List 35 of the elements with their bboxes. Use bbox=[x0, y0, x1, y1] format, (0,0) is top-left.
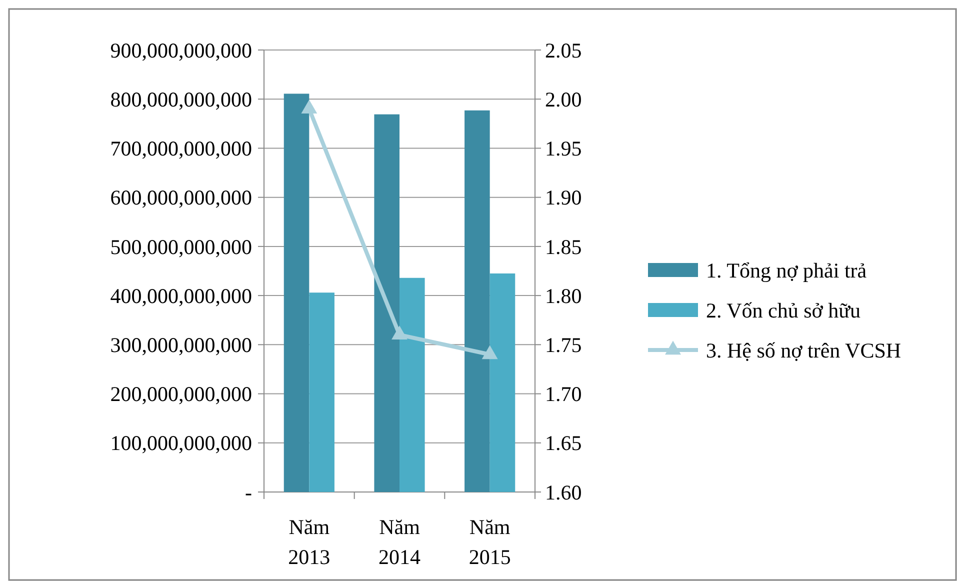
y-tick-label: 900,000,000,000 bbox=[110, 38, 252, 62]
x-tick-label: Năm 2013 bbox=[288, 515, 330, 569]
bar bbox=[284, 94, 310, 492]
point bbox=[301, 100, 318, 114]
y2-tick-label: 1.60 bbox=[545, 480, 582, 504]
bar bbox=[464, 110, 490, 492]
bar bbox=[374, 114, 400, 492]
x-tick-label: Năm 2014 bbox=[378, 515, 421, 569]
y2-tick-label: 1.80 bbox=[545, 284, 582, 308]
y-tick-label: 200,000,000,000 bbox=[110, 382, 252, 406]
y2-tick-label: 1.95 bbox=[545, 136, 582, 161]
y2-tick-label: 1.70 bbox=[545, 382, 582, 406]
legend-label: 1. Tổng nợ phải trả bbox=[706, 258, 868, 282]
legend-label: 2. Vốn chủ sở hữu bbox=[706, 298, 862, 322]
y-tick-label: 800,000,000,000 bbox=[110, 87, 252, 112]
y-tick-label: 700,000,000,000 bbox=[110, 136, 252, 161]
y-tick-label: 600,000,000,000 bbox=[110, 186, 252, 210]
y-tick-label: 500,000,000,000 bbox=[110, 234, 252, 259]
point bbox=[482, 345, 498, 360]
bar bbox=[400, 278, 425, 492]
x-tick-label: Năm 2015 bbox=[468, 515, 511, 569]
y2-tick-label: 1.65 bbox=[545, 431, 582, 456]
point bbox=[392, 326, 408, 340]
bar bbox=[309, 292, 334, 492]
y2-tick-label: 2.05 bbox=[545, 38, 582, 62]
y-tick-label: 400,000,000,000 bbox=[110, 284, 252, 308]
y2-tick-label: 1.85 bbox=[545, 234, 582, 259]
y-tick-label: 100,000,000,000 bbox=[110, 431, 252, 456]
y-tick-label: - bbox=[245, 480, 252, 504]
y-tick-label: 300,000,000,000 bbox=[110, 333, 252, 358]
y2-tick-label: 1.75 bbox=[545, 333, 582, 358]
legend-label: 3. Hệ số nợ trên VCSH bbox=[706, 338, 902, 362]
bar bbox=[490, 273, 516, 492]
y2-tick-label: 2.00 bbox=[545, 87, 582, 112]
y2-tick-label: 1.90 bbox=[545, 186, 582, 210]
